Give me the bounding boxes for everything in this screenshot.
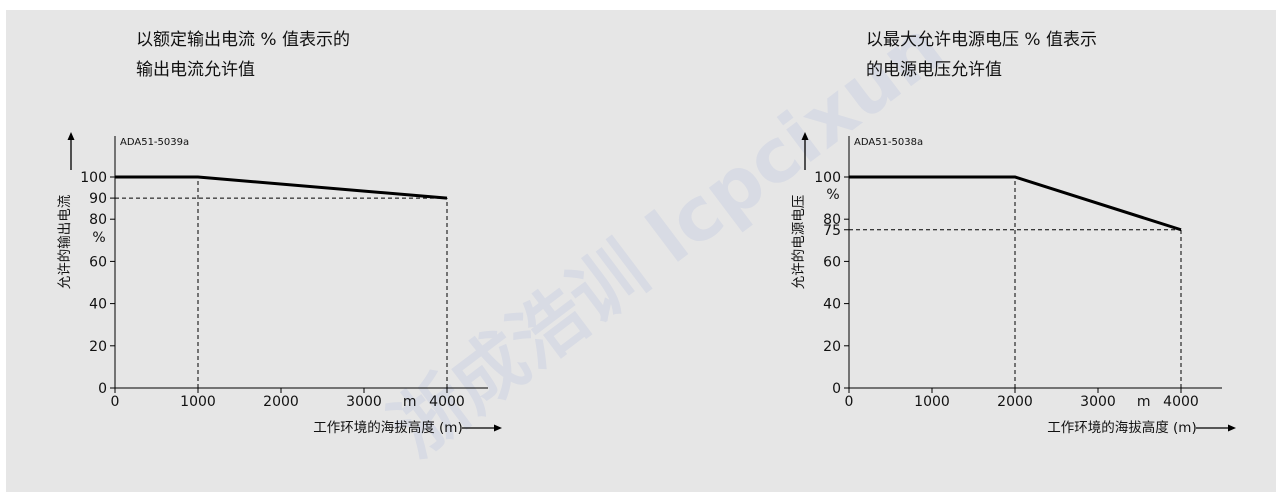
series-line bbox=[115, 175, 448, 200]
x-tick-label: 3000 bbox=[1080, 394, 1116, 410]
x-axis-arrow-head bbox=[1228, 424, 1236, 432]
x-axis-title: 工作环境的海拔高度 (m) bbox=[313, 419, 462, 436]
y-tick-label: 80 bbox=[89, 212, 107, 228]
x-axis-arrow-head bbox=[494, 424, 502, 432]
x-tick-label: 4000 bbox=[1163, 394, 1199, 410]
x-tick-label: 4000 bbox=[429, 394, 465, 410]
y-axis-arrow-head bbox=[67, 132, 75, 140]
x-tick-label: 2000 bbox=[997, 394, 1033, 410]
y-tick-label: 0 bbox=[832, 381, 841, 397]
y-tick-label: 75 bbox=[823, 223, 841, 239]
y-tick-label: 100 bbox=[80, 170, 107, 186]
left-chart-title: 以额定输出电流 % 值表示的 输出电流允许值 bbox=[136, 25, 350, 85]
y-axis-arrow-head bbox=[801, 132, 809, 140]
left-chart-title-line1: 以额定输出电流 % 值表示的 bbox=[136, 30, 350, 50]
x-tick-label: 0 bbox=[845, 394, 854, 410]
x-tick-label: 1000 bbox=[180, 394, 216, 410]
y-axis-title: 允许的电源电压 bbox=[791, 195, 807, 290]
right-chart-title-line2: 的电源电压允许值 bbox=[866, 60, 1002, 80]
x-unit-label: m bbox=[1137, 394, 1151, 410]
x-tick-label: 3000 bbox=[346, 394, 382, 410]
right-chart-title: 以最大允许电源电压 % 值表示 的电源电压允许值 bbox=[866, 25, 1097, 85]
y-tick-label: 40 bbox=[823, 297, 841, 313]
x-axis-title: 工作环境的海拔高度 (m) bbox=[1047, 419, 1196, 436]
x-tick-label: 2000 bbox=[263, 394, 299, 410]
y-tick-label: 20 bbox=[823, 339, 841, 355]
x-tick-label: 0 bbox=[111, 394, 120, 410]
right-chart-title-line1: 以最大允许电源电压 % 值表示 bbox=[866, 30, 1097, 50]
y-tick-label: 20 bbox=[89, 339, 107, 355]
y-tick-label: 80 bbox=[823, 212, 841, 228]
y-unit-label: % bbox=[92, 230, 105, 246]
x-unit-label: m bbox=[403, 394, 417, 410]
x-tick-label: 1000 bbox=[914, 394, 950, 410]
y-tick-label: 90 bbox=[89, 191, 107, 207]
chart-id-label: ADA51-5039a bbox=[120, 137, 189, 148]
chart-id-label: ADA51-5038a bbox=[854, 137, 923, 148]
y-axis-title: 允许的输出电流 bbox=[57, 194, 73, 289]
figure-panel bbox=[6, 10, 1276, 492]
y-tick-label: 60 bbox=[89, 254, 107, 270]
y-tick-label: 40 bbox=[89, 297, 107, 313]
left-chart-title-line2: 输出电流允许值 bbox=[136, 60, 255, 80]
y-tick-label: 0 bbox=[98, 381, 107, 397]
y-unit-label: % bbox=[826, 187, 839, 203]
output-current-chart: ADA51-5039a 0 20 40 60 80 90 100% 0 1000 2000 3000 4… bbox=[57, 132, 502, 436]
y-tick-label: 100 bbox=[814, 170, 841, 186]
y-tick-label: 60 bbox=[823, 254, 841, 270]
